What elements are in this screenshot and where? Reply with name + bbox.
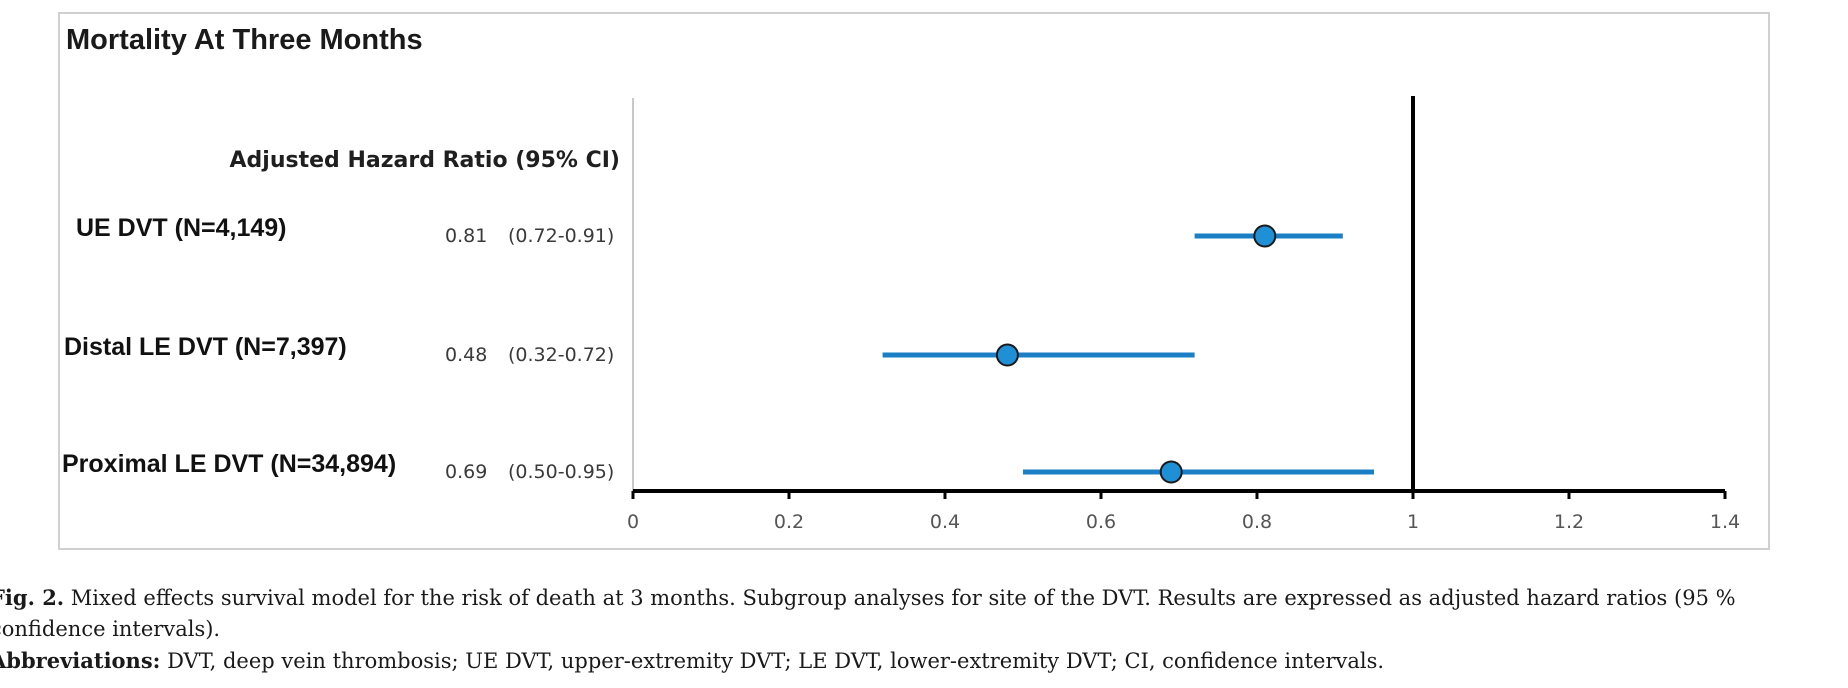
row-label: Proximal LE DVT (N=34,894) bbox=[62, 450, 397, 478]
hr-point bbox=[1253, 224, 1277, 248]
x-tick-label: 0.2 bbox=[774, 511, 804, 533]
caption-abbr-text: DVT, deep vein thrombosis; UE DVT, upper… bbox=[160, 649, 1385, 673]
ci-value: (0.32-0.72) bbox=[508, 344, 615, 366]
caption-fig-label: Fig. 2. bbox=[0, 585, 65, 610]
hr-point bbox=[995, 343, 1019, 367]
hr-point bbox=[1159, 460, 1183, 484]
x-tick-label: 1.2 bbox=[1554, 511, 1584, 533]
caption-line-1: Fig. 2. Mixed effects survival model for… bbox=[0, 582, 1848, 614]
caption-abbr-label: Abbreviations: bbox=[0, 648, 161, 673]
x-tick-label: 0.4 bbox=[930, 511, 960, 533]
caption-fig-text: Mixed effects survival model for the ris… bbox=[64, 586, 1736, 610]
x-tick-label: 1.4 bbox=[1710, 511, 1740, 533]
column-header: Adjusted Hazard Ratio (95% CI) bbox=[229, 148, 620, 173]
chart-title: Mortality At Three Months bbox=[66, 24, 423, 56]
x-tick-label: 0.8 bbox=[1242, 511, 1272, 533]
x-tick-label: 0 bbox=[627, 511, 639, 533]
ci-value: (0.50-0.95) bbox=[508, 461, 615, 483]
x-tick-label: 1 bbox=[1407, 511, 1419, 533]
caption-line-2: confidence intervals). bbox=[0, 614, 1848, 645]
row-label: Distal LE DVT (N=7,397) bbox=[64, 333, 347, 361]
hr-value: 0.81 bbox=[445, 225, 488, 247]
chart-frame bbox=[58, 12, 1770, 550]
row-label: UE DVT (N=4,149) bbox=[76, 214, 287, 242]
figure-caption: Fig. 2. Mixed effects survival model for… bbox=[0, 582, 1848, 677]
caption-fig-text-continued: confidence intervals). bbox=[0, 617, 221, 641]
x-tick-label: 0.6 bbox=[1086, 511, 1116, 533]
hr-value: 0.69 bbox=[445, 461, 488, 483]
ci-value: (0.72-0.91) bbox=[508, 225, 615, 247]
caption-line-3: Abbreviations: DVT, deep vein thrombosis… bbox=[0, 645, 1848, 677]
hr-value: 0.48 bbox=[445, 344, 488, 366]
